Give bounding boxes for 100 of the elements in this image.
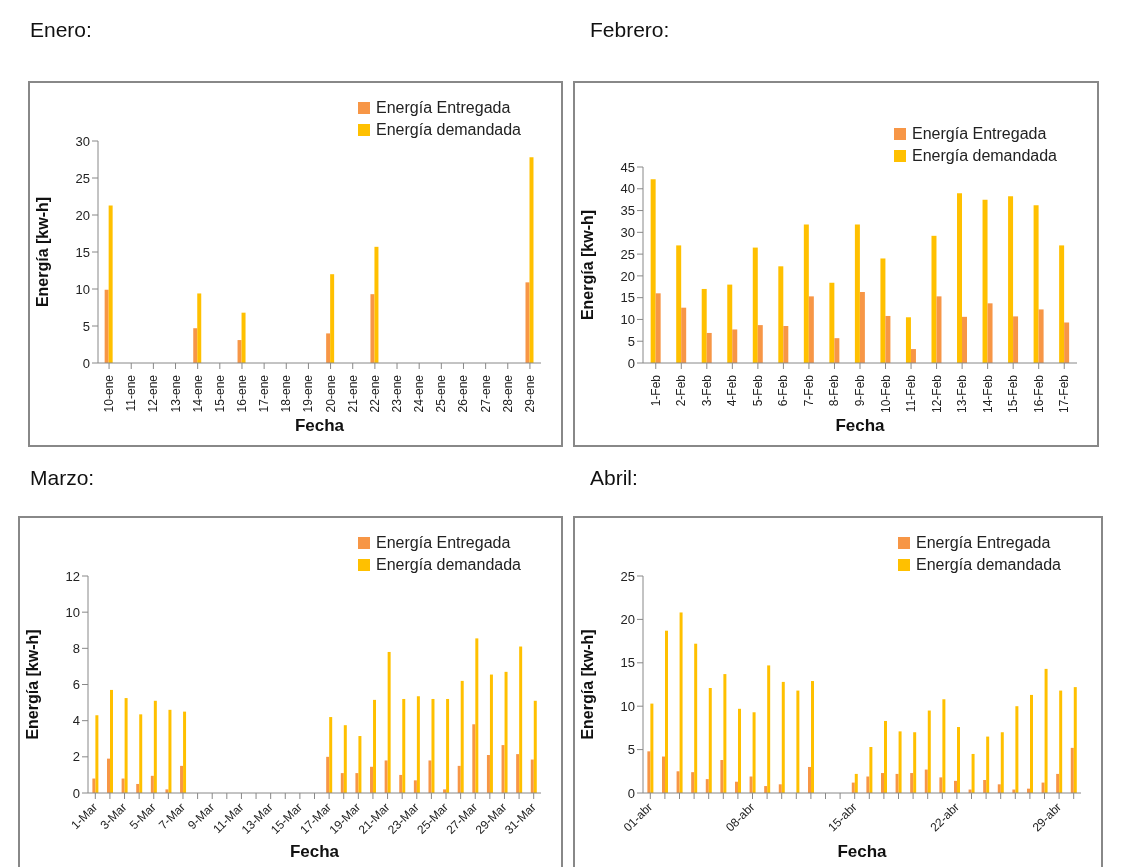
bar xyxy=(676,245,682,363)
bar xyxy=(808,296,814,363)
x-tick-label: 27-ene xyxy=(478,374,493,413)
bar xyxy=(778,266,784,363)
x-axis-title: Fecha xyxy=(837,842,888,861)
bar xyxy=(723,674,727,793)
bar xyxy=(796,690,800,793)
bar xyxy=(472,724,476,793)
bar xyxy=(910,349,916,363)
bar xyxy=(370,294,375,363)
x-tick-label: 19-ene xyxy=(301,374,316,413)
bar xyxy=(650,703,654,793)
x-tick-label: 23-ene xyxy=(390,374,405,413)
legend-label: Energía Entregada xyxy=(376,98,511,118)
x-tick-label: 15-Feb xyxy=(1006,374,1021,414)
bar xyxy=(1000,732,1004,793)
bar xyxy=(1038,309,1044,363)
x-tick-label: 17-Feb xyxy=(1057,374,1072,414)
bar xyxy=(913,732,917,793)
bar xyxy=(749,776,753,793)
x-tick-label: 24-ene xyxy=(412,374,427,413)
bar xyxy=(783,325,789,363)
bar xyxy=(180,765,184,793)
bar xyxy=(1015,706,1019,793)
x-tick-label: 4-Feb xyxy=(725,374,740,407)
x-axis-title: Fecha xyxy=(835,416,886,435)
bar xyxy=(374,246,379,363)
bar xyxy=(460,680,464,793)
x-tick-label: 9-Feb xyxy=(853,374,867,407)
bar xyxy=(516,754,520,793)
bar xyxy=(655,293,661,363)
legend-label: Energía demandada xyxy=(376,555,521,575)
bar xyxy=(475,638,479,793)
x-tick-label: 25-ene xyxy=(434,374,449,413)
bar xyxy=(92,778,96,793)
bar xyxy=(1059,245,1065,363)
bar xyxy=(647,751,651,793)
bar xyxy=(329,717,333,793)
y-axis-title: Energía [kw-h] xyxy=(33,196,51,308)
bar xyxy=(519,646,523,793)
x-axis-title: Fecha xyxy=(289,842,340,861)
chart-title: Abril: xyxy=(590,466,638,490)
bar xyxy=(104,289,109,363)
x-tick-label: 10-Feb xyxy=(878,374,893,414)
bar xyxy=(661,756,665,793)
bar xyxy=(124,698,128,793)
bar xyxy=(869,747,873,793)
bar xyxy=(1059,690,1063,793)
bar xyxy=(679,612,683,793)
bar xyxy=(355,773,359,793)
bar xyxy=(416,696,420,793)
chart-title: Febrero: xyxy=(590,18,670,42)
bar xyxy=(358,736,362,793)
y-tick-label: 6 xyxy=(72,677,80,693)
x-tick-label: 15-ene xyxy=(212,374,227,413)
bar xyxy=(402,698,406,793)
y-tick-label: 8 xyxy=(72,640,80,656)
bar xyxy=(533,700,537,793)
y-tick-label: 5 xyxy=(627,742,635,758)
bar xyxy=(905,317,911,363)
chart-title: Enero: xyxy=(30,18,92,42)
x-tick-label: 16-Feb xyxy=(1031,374,1046,414)
bar xyxy=(1070,747,1074,793)
bar xyxy=(1073,687,1077,793)
x-tick-label: 14-ene xyxy=(190,374,205,413)
bar xyxy=(168,709,172,793)
bar xyxy=(986,736,990,793)
y-tick-label: 0 xyxy=(82,355,90,371)
bar xyxy=(956,727,960,793)
bar xyxy=(691,772,695,793)
bar xyxy=(706,332,712,363)
y-tick-label: 10 xyxy=(620,698,635,714)
bar xyxy=(370,766,374,793)
bar xyxy=(987,303,993,363)
bar xyxy=(330,274,335,363)
x-tick-label: 11-ene xyxy=(124,374,139,412)
bar xyxy=(326,756,330,793)
y-tick-label: 25 xyxy=(620,246,635,262)
x-tick-label: 1-Feb xyxy=(648,374,663,407)
bar xyxy=(927,710,931,793)
bar xyxy=(153,700,157,793)
legend-label: Energía Entregada xyxy=(376,533,511,553)
bar xyxy=(895,773,899,793)
bar xyxy=(854,224,860,363)
bar xyxy=(384,760,388,793)
legend-label: Energía demandada xyxy=(376,120,521,140)
bar xyxy=(997,784,1001,793)
x-tick-label: 3-Feb xyxy=(699,374,714,407)
y-tick-label: 15 xyxy=(75,244,90,260)
x-tick-label: 8-Feb xyxy=(827,374,842,407)
bar xyxy=(752,712,756,793)
x-tick-label: 10-ene xyxy=(102,374,117,413)
bar xyxy=(237,340,242,363)
bar xyxy=(829,282,835,363)
bar xyxy=(486,755,490,793)
x-tick-label: 29-ene xyxy=(522,374,537,413)
x-tick-label: 26-ene xyxy=(456,374,471,413)
y-tick-label: 5 xyxy=(82,318,90,334)
bar xyxy=(431,698,435,793)
bar xyxy=(95,715,99,793)
